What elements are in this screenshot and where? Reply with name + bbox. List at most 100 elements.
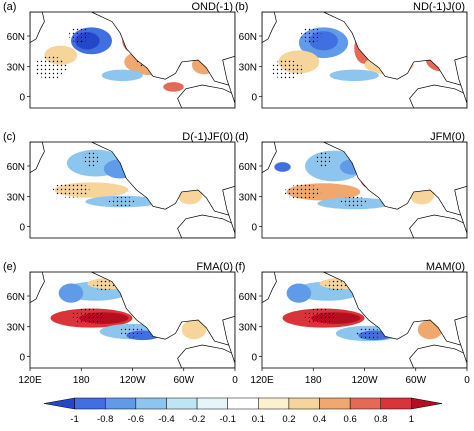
panel-title: JFM(0) <box>430 131 465 143</box>
colorbar-swatch <box>349 397 382 410</box>
map-panel: (b) ND(-1)J(0) 60N 30N 0 <box>235 1 468 109</box>
panel-tag: (c) <box>3 131 16 143</box>
colorbar-tick-label: -0.2 <box>189 414 205 425</box>
lon-tick-label: 180 <box>73 375 90 386</box>
anomaly-contour <box>58 283 84 303</box>
significance-stipple <box>284 184 322 200</box>
map-panel: (e) FMA(0) 60N 30N 0 120E 180 120W 60W 0 <box>3 261 238 386</box>
land-mask <box>454 185 467 234</box>
lon-tick-label: 180 <box>305 375 322 386</box>
significance-stipple <box>93 280 115 291</box>
colorbar-swatch <box>411 397 443 410</box>
colorbar-swatch <box>288 397 320 410</box>
lat-tick-label: 30N <box>239 323 257 334</box>
colorbar-tick-label: -0.8 <box>97 414 113 425</box>
panel-tag: (e) <box>3 261 16 273</box>
panel-tag: (b) <box>235 1 248 13</box>
lat-tick-label: 0 <box>251 92 257 103</box>
significance-stipple <box>300 27 322 43</box>
land-mask <box>177 214 235 238</box>
colorbar-swatch <box>227 397 259 410</box>
colorbar-tick-label: -0.4 <box>158 414 174 425</box>
significance-stipple <box>68 27 90 43</box>
land-mask <box>177 84 235 108</box>
panel-tag: (a) <box>3 1 16 13</box>
lat-tick-label: 30N <box>7 63 25 74</box>
colorbar-tick-label: 0.8 <box>374 414 387 425</box>
panel-frame <box>29 11 236 109</box>
colorbar-tick-label: 0.1 <box>252 414 265 425</box>
lat-tick-label: 60N <box>7 292 25 303</box>
land-mask <box>454 315 467 364</box>
colorbar-tick-label: 0.2 <box>282 414 295 425</box>
lon-tick-label: 120E <box>18 375 42 386</box>
land-mask <box>409 214 467 238</box>
colorbar-swatch <box>135 397 167 410</box>
significance-stipple <box>52 182 90 198</box>
lat-tick-label: 30N <box>7 193 25 204</box>
significance-stipple <box>315 151 332 167</box>
panel-title: MAM(0) <box>426 261 465 273</box>
anomaly-contour <box>274 162 291 172</box>
lon-tick-label: 60W <box>405 375 426 386</box>
colorbar-swatch <box>104 397 137 410</box>
colorbar-swatch <box>319 397 351 410</box>
lat-tick-label: 60N <box>239 32 257 43</box>
colorbar-tick-label: 1 <box>409 414 414 425</box>
panel-title: FMA(0) <box>196 261 233 273</box>
anomaly-contour <box>163 82 184 92</box>
panel-tag: (d) <box>235 131 248 143</box>
significance-stipple <box>303 308 336 324</box>
lat-tick-label: 60N <box>239 162 257 173</box>
colorbar-tick-label: -0.1 <box>220 414 236 425</box>
colorbar-swatch <box>380 397 412 410</box>
land-mask <box>177 344 235 368</box>
lon-tick-label: 120W <box>351 375 378 386</box>
colorbar-swatch <box>166 397 198 410</box>
lat-tick-label: 0 <box>19 352 25 363</box>
lat-tick-label: 60N <box>7 32 25 43</box>
significance-stipple <box>71 308 104 324</box>
lat-tick-label: 0 <box>251 352 257 363</box>
lat-tick-label: 30N <box>239 193 257 204</box>
panel-title: D(-1)JF(0) <box>182 131 233 143</box>
significance-stipple <box>120 325 145 338</box>
colorbar-swatch <box>196 397 228 410</box>
land-mask <box>323 142 467 218</box>
significance-stipple <box>339 196 369 207</box>
significance-stipple <box>83 151 100 167</box>
panel-tag: (f) <box>235 261 245 273</box>
anomaly-contour <box>181 320 207 340</box>
panel-frame <box>261 141 468 239</box>
colorbar-swatch <box>74 397 106 410</box>
land-mask <box>409 84 467 108</box>
map-panel: (d) JFM(0) 60N 30N 0 <box>235 131 468 239</box>
anomaly-contour <box>101 69 143 82</box>
anomaly-contour <box>286 283 312 303</box>
land-mask <box>30 272 45 304</box>
map-panel: (c) D(-1)JF(0) 60N 30N 0 <box>3 131 236 239</box>
colorbar-tick-label: 0.6 <box>344 414 357 425</box>
significance-stipple <box>34 56 67 80</box>
lon-tick-label: 0 <box>464 375 470 386</box>
lon-tick-label: 0 <box>232 375 238 386</box>
map-panel: (f) MAM(0) 60N 30N 0 120E 180 120W 60W 0 <box>235 261 470 386</box>
colorbar-tick-label: -1 <box>70 414 78 425</box>
lat-tick-label: 30N <box>7 323 25 334</box>
panel-frame <box>261 11 468 109</box>
lat-tick-label: 60N <box>7 162 25 173</box>
panel-title: ND(-1)J(0) <box>413 1 465 13</box>
lat-tick-label: 0 <box>19 92 25 103</box>
land-mask <box>222 55 235 104</box>
anomaly-contour <box>329 69 379 82</box>
land-mask <box>454 55 467 104</box>
lat-tick-label: 0 <box>251 222 257 233</box>
significance-stipple <box>356 327 381 340</box>
land-mask <box>262 272 277 304</box>
land-mask <box>30 12 45 44</box>
land-mask <box>91 142 235 218</box>
land-mask <box>91 12 235 88</box>
lon-tick-label: 120W <box>119 375 146 386</box>
land-mask <box>262 142 277 174</box>
